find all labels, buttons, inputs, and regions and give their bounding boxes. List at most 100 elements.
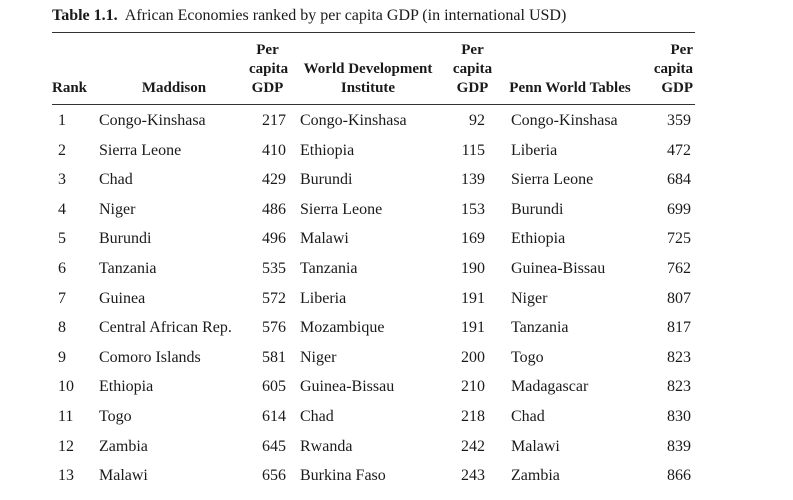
wdi-country-cell: Niger [300, 348, 337, 366]
wdi-gdp-cell: 115 [461, 141, 485, 159]
maddison-country-cell: Comoro Islands [99, 348, 201, 366]
maddison-gdp-cell: 429 [262, 171, 286, 189]
rank-cell: 3 [58, 171, 66, 189]
wdi-country-cell: Sierra Leone [300, 200, 383, 218]
table-row: 3 Chad 429 Burundi 139 Sierra Leone 684 [52, 165, 695, 195]
maddison-gdp-cell: 217 [262, 112, 286, 129]
wdi-gdp-cell: 92 [469, 112, 485, 129]
pwt-gdp-cell: 839 [667, 437, 691, 455]
table-row: 5 Burundi 496 Malawi 169 Ethiopia 725 [52, 224, 695, 254]
wdi-gdp-cell: 243 [461, 467, 485, 485]
pwt-gdp-cell: 472 [667, 141, 691, 159]
maddison-country-cell: Ethiopia [99, 378, 154, 396]
maddison-country-cell: Guinea [99, 289, 146, 307]
wdi-gdp-cell: 210 [461, 378, 485, 396]
wdi-country-cell: Burkina Faso [300, 467, 386, 485]
maddison-country-cell: Niger [99, 200, 136, 218]
rank-cell: 9 [58, 348, 66, 366]
header-wdi-line: Institute [340, 80, 396, 96]
maddison-country-cell: Burundi [99, 230, 152, 248]
header-pwt: Penn World Tables [509, 80, 631, 96]
header-maddison: Maddison [141, 80, 207, 96]
wdi-gdp-cell: 169 [461, 230, 485, 248]
rank-cell: 4 [58, 200, 66, 218]
header-gdp-wdi: Per capita GDP [450, 40, 495, 98]
maddison-country-cell: Zambia [99, 437, 148, 455]
pwt-gdp-cell: 823 [667, 378, 691, 396]
maddison-gdp-cell: 486 [262, 200, 286, 218]
wdi-gdp-cell: 218 [461, 407, 485, 425]
header-gdp-maddison-line: GDP [251, 80, 284, 96]
header-rank: Rank [52, 80, 88, 96]
header-gdp-wdi-line: GDP [456, 80, 489, 96]
rank-cell: 13 [58, 467, 74, 485]
header-wdi-line: World Development [303, 61, 433, 77]
table-body: 1 Congo-Kinshasa 217 Congo-Kinshasa 92 Congo-… [52, 98, 695, 491]
pwt-gdp-cell: 807 [667, 289, 691, 307]
wdi-country-cell: Chad [300, 407, 334, 425]
table-row: 1 Congo-Kinshasa 217 Congo-Kinshasa 92 Congo-… [52, 98, 695, 136]
pwt-gdp-cell: 817 [667, 319, 691, 337]
pwt-country-cell: Guinea-Bissau [511, 259, 606, 277]
pwt-gdp-cell: 684 [667, 171, 691, 189]
header-gdp-pwt: Per capita GDP [645, 40, 695, 98]
maddison-country-cell: Togo [99, 407, 132, 425]
rank-cell: 12 [58, 437, 74, 455]
pwt-country-cell: Niger [511, 289, 548, 307]
pwt-gdp-cell: 699 [667, 200, 691, 218]
rank-cell: 5 [58, 230, 66, 248]
table-row: 9 Comoro Islands 581 Niger 200 Togo 823 [52, 343, 695, 373]
wdi-gdp-cell: 191 [461, 319, 485, 337]
table-title: African Economies ranked by per capita G… [124, 7, 567, 24]
maddison-gdp-cell: 572 [262, 289, 286, 307]
maddison-gdp-cell: 496 [262, 230, 286, 248]
table-row: 8 Central African Rep. 576 Mozambique 191 Tan… [52, 313, 695, 343]
pwt-country-cell: Liberia [511, 141, 558, 159]
table-row: 13 Malawi 656 Burkina Faso 243 Zambia 866 [52, 461, 695, 491]
wdi-gdp-cell: 242 [461, 437, 485, 455]
maddison-gdp-cell: 656 [262, 467, 286, 485]
header-row: Rank Maddison Per capita GDP World Devel… [52, 40, 695, 98]
table-row: 6 Tanzania 535 Tanzania 190 Guinea-Bissau 762 [52, 254, 695, 284]
pwt-country-cell: Togo [511, 348, 544, 366]
pwt-country-cell: Ethiopia [511, 230, 566, 248]
wdi-country-cell: Liberia [300, 289, 347, 307]
maddison-country-cell: Central African Rep. [99, 319, 232, 337]
header-wdi: World Development Institute [286, 40, 450, 98]
header-gdp-wdi-line: capita [452, 61, 493, 77]
pwt-country-cell: Congo-Kinshasa [511, 112, 618, 129]
maddison-country-cell: Chad [99, 171, 133, 189]
wdi-country-cell: Tanzania [300, 259, 358, 277]
gdp-ranking-table: Rank Maddison Per capita GDP World Devel… [52, 40, 695, 491]
wdi-gdp-cell: 153 [461, 200, 485, 218]
pwt-country-cell: Madagascar [511, 378, 589, 396]
rank-cell: 2 [58, 141, 66, 159]
rank-cell: 10 [58, 378, 74, 396]
maddison-gdp-cell: 410 [262, 141, 286, 159]
header-gdp-pwt-line: GDP [661, 80, 693, 96]
pwt-gdp-cell: 830 [667, 407, 691, 425]
table-row: 7 Guinea 572 Liberia 191 Niger 807 [52, 284, 695, 314]
wdi-country-cell: Ethiopia [300, 141, 355, 159]
pwt-gdp-cell: 823 [667, 348, 691, 366]
rank-cell: 1 [58, 112, 66, 129]
table-row: 11 Togo 614 Chad 218 Chad 830 [52, 402, 695, 432]
rank-cell: 8 [58, 319, 66, 337]
wdi-gdp-cell: 200 [461, 348, 485, 366]
maddison-gdp-cell: 576 [262, 319, 286, 337]
pwt-country-cell: Malawi [511, 437, 560, 455]
pwt-gdp-cell: 866 [667, 467, 691, 485]
maddison-country-cell: Tanzania [99, 259, 157, 277]
maddison-gdp-cell: 645 [262, 437, 286, 455]
maddison-gdp-cell: 614 [262, 407, 286, 425]
table-header: Rank Maddison Per capita GDP World Devel… [52, 40, 695, 98]
wdi-country-cell: Burundi [300, 171, 353, 189]
table-caption: Table 1.1. African Economies ranked by p… [52, 6, 566, 26]
maddison-country-cell: Congo-Kinshasa [99, 112, 206, 129]
pwt-gdp-cell: 725 [667, 230, 691, 248]
rank-cell: 6 [58, 259, 66, 277]
header-gdp-maddison-line: capita [249, 61, 289, 77]
wdi-gdp-cell: 191 [461, 289, 485, 307]
wdi-country-cell: Malawi [300, 230, 349, 248]
pwt-gdp-cell: 359 [667, 112, 691, 129]
